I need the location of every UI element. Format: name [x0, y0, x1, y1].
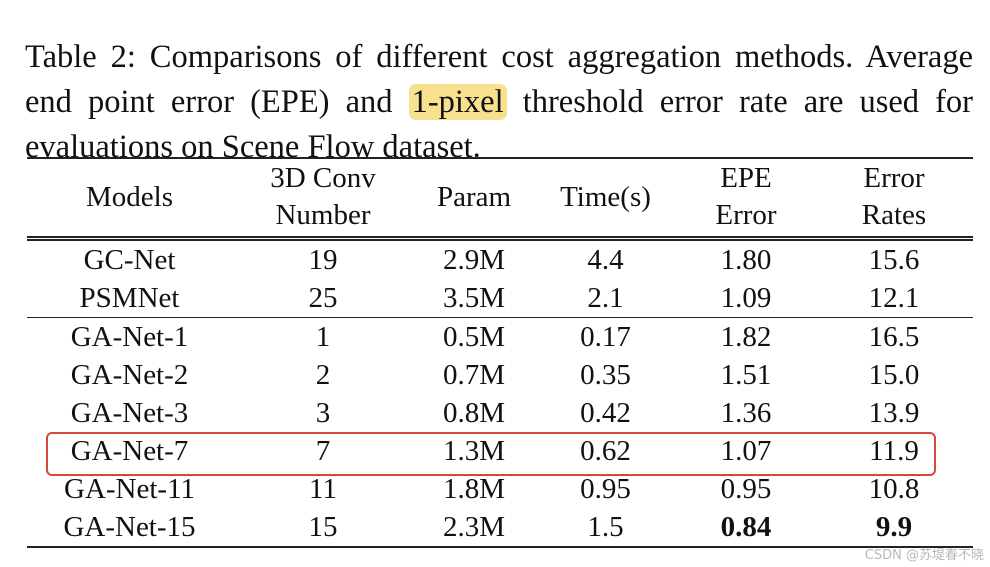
cell-epe: 1.07 [720, 434, 772, 467]
cell-error-rate: 10.8 [868, 472, 920, 505]
cell-epe: 0.95 [720, 472, 772, 505]
caption-text-after: threshold error rate are used for evalua… [25, 83, 973, 165]
table-row: PSMNet 25 3.5M 2.1 1.09 12.1 [27, 279, 973, 318]
cell-conv: 11 [309, 472, 337, 505]
cell-time: 0.42 [580, 396, 631, 429]
cell-time: 4.4 [587, 243, 624, 276]
caption-text-before: Comparisons of different cost aggregatio… [25, 38, 973, 120]
cell-param: 0.7M [442, 358, 506, 391]
cell-conv: 7 [315, 434, 331, 467]
watermark: CSDN @苏堤春不晓 [864, 548, 984, 563]
cell-error-rate-best: 9.9 [815, 507, 973, 548]
cell-error-rate: 13.9 [868, 396, 920, 429]
cell-model: GC-Net [83, 243, 176, 276]
caption-highlight: 1-pixel [408, 83, 507, 120]
cell-model: PSMNet [79, 281, 180, 314]
caption-label: Table 2: [25, 38, 136, 75]
table-row: GA-Net-2 2 0.7M 0.35 1.51 15.0 [27, 356, 973, 394]
cell-conv: 19 [308, 243, 338, 276]
cell-time: 0.95 [580, 472, 631, 505]
table-header: Models 3D Conv Number Param Time(s) EPE Er… [27, 158, 973, 238]
cell-model: GA-Net-15 [27, 507, 232, 548]
table-row: GA-Net-15 15 2.3M 1.5 0.84 9.9 [27, 507, 973, 548]
cell-conv: 3 [315, 396, 331, 429]
cell-time: 0.35 [580, 358, 631, 391]
cell-epe: 1.51 [720, 358, 772, 391]
cell-epe: 1.80 [720, 243, 772, 276]
cell-error-rate: 11.9 [869, 434, 919, 467]
cell-error-rate: 12.1 [868, 281, 920, 314]
cell-param: 1.8M [442, 472, 506, 505]
cell-conv: 2 [315, 358, 331, 391]
table-row: GC-Net 19 2.9M 4.4 1.80 15.6 [27, 238, 973, 279]
cell-model: GA-Net-1 [27, 316, 232, 356]
cell-param: 0.5M [414, 316, 534, 356]
cell-param: 2.3M [414, 507, 534, 548]
cell-param: 1.3M [442, 434, 506, 467]
table-row: GA-Net-11 11 1.8M 0.95 0.95 10.8 [27, 470, 973, 508]
header-models: Models [86, 180, 173, 213]
cell-conv: 15 [232, 507, 414, 548]
cell-time: 0.62 [580, 434, 631, 467]
cell-conv: 25 [308, 281, 338, 314]
header-param: Param [436, 180, 512, 213]
cell-epe: 1.82 [677, 316, 815, 356]
table-row: GA-Net-1 1 0.5M 0.17 1.82 16.5 [27, 316, 973, 356]
cell-model: GA-Net-11 [64, 472, 195, 505]
cell-param: 0.8M [442, 396, 506, 429]
table-caption: Table 2: Comparisons of different cost a… [25, 35, 973, 170]
header-error-rates: Error Rates [861, 162, 927, 232]
header-epe-error: EPE Error [715, 162, 777, 232]
cell-model: GA-Net-2 [70, 358, 189, 391]
header-3d-conv-number: 3D Conv Number [270, 162, 376, 232]
cell-time: 0.17 [534, 316, 677, 356]
cell-param: 3.5M [442, 281, 506, 314]
cell-param: 2.9M [442, 243, 506, 276]
cell-model: GA-Net-3 [70, 396, 189, 429]
header-time: Time(s) [560, 180, 651, 213]
cell-conv: 1 [232, 316, 414, 356]
comparison-table: Models 3D Conv Number Param Time(s) EPE Er… [27, 157, 973, 548]
cell-time: 1.5 [534, 507, 677, 548]
cell-epe: 1.09 [720, 281, 772, 314]
cell-epe-best: 0.84 [677, 507, 815, 548]
cell-time: 2.1 [587, 281, 624, 314]
table-row: GA-Net-3 3 0.8M 0.42 1.36 13.9 [27, 394, 973, 432]
cell-epe: 1.36 [720, 396, 772, 429]
cell-model: GA-Net-7 [70, 434, 189, 467]
cell-error-rate: 15.0 [868, 358, 920, 391]
cell-error-rate: 16.5 [815, 316, 973, 356]
table-row-highlighted: GA-Net-7 7 1.3M 0.62 1.07 11.9 [27, 432, 973, 470]
cell-error-rate: 15.6 [868, 243, 920, 276]
